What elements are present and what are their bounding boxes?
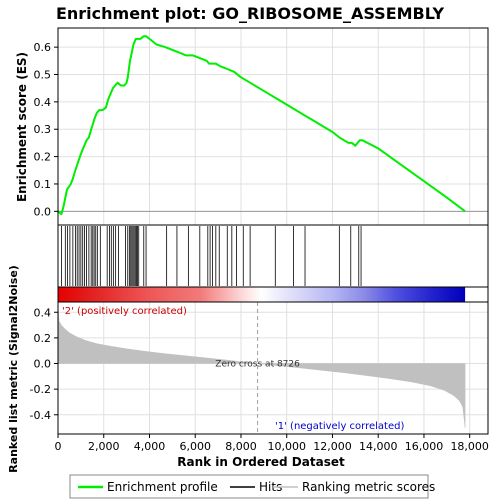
metric-x-tick-label: 10,000 (267, 440, 306, 453)
metric-x-tick-label: 8,000 (225, 440, 257, 453)
es-y-axis-label: Enrichment score (ES) (15, 52, 29, 202)
zero-cross-annotation: Zero cross at 8726 (215, 360, 300, 370)
rank-colorbar (58, 287, 465, 302)
es-y-tick-label: 0.5 (34, 69, 52, 82)
metric-y-tick-label: 0.0 (34, 358, 52, 371)
es-y-tick-label: 0.6 (34, 41, 52, 54)
es-y-tick-label: 0.1 (34, 178, 52, 191)
metric-y-tick-label: -0.4 (30, 409, 51, 422)
es-y-tick-label: 0.0 (34, 205, 52, 218)
metric-x-axis-label: Rank in Ordered Dataset (177, 455, 345, 469)
metric-y-tick-label: 0.2 (34, 332, 52, 345)
legend-label-ranking-metric-scores: Ranking metric scores (302, 480, 435, 494)
metric-x-tick-label: 2,000 (88, 440, 120, 453)
rank-colorbar-panel (58, 287, 488, 302)
metric-x-tick-label: 12,000 (313, 440, 352, 453)
metric-y-axis-label: Ranked list metric (Signal2Noise) (7, 265, 20, 473)
es-y-tick-label: 0.2 (34, 151, 52, 164)
es-y-tick-label: 0.3 (34, 123, 52, 136)
metric-y-tick-label: -0.2 (30, 383, 51, 396)
legend-label-enrichment-profile: Enrichment profile (107, 480, 218, 494)
positive-correlation-label: '2' (positively correlated) (62, 306, 187, 317)
metric-x-tick-label: 18,000 (450, 440, 489, 453)
metric-x-tick-label: 14,000 (359, 440, 398, 453)
metric-x-tick-label: 16,000 (405, 440, 444, 453)
metric-x-tick-label: 4,000 (134, 440, 166, 453)
metric-y-tick-label: 0.4 (34, 306, 52, 319)
es-y-tick-label: 0.4 (34, 96, 52, 109)
negative-correlation-label: '1' (negatively correlated) (275, 421, 404, 432)
legend: Enrichment profile Hits Ranking metric s… (70, 475, 435, 498)
chart-title: Enrichment plot: GO_RIBOSOME_ASSEMBLY (56, 4, 444, 23)
metric-x-tick-label: 0 (55, 440, 62, 453)
metric-x-tick-label: 6,000 (179, 440, 211, 453)
